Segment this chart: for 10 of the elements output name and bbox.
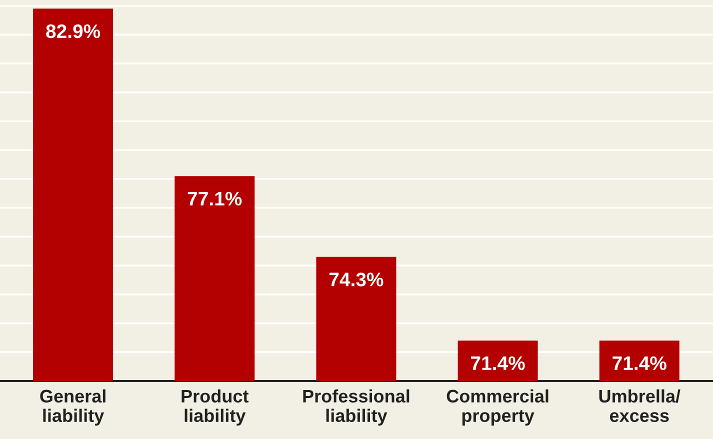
x-tick-label: Professional liability [303, 389, 410, 426]
x-tick-label: General liability [40, 389, 106, 426]
data-label: 71.4% [612, 356, 666, 370]
data-label: 77.1% [188, 192, 242, 206]
x-tick-label: Umbrella/ excess [599, 389, 680, 422]
data-label: 71.4% [471, 356, 525, 370]
x-tick-label: Product liability [182, 389, 249, 426]
data-label: 82.9% [46, 24, 100, 38]
x-tick-label: Commercial property [446, 389, 548, 426]
data-label: 74.3% [329, 272, 384, 286]
